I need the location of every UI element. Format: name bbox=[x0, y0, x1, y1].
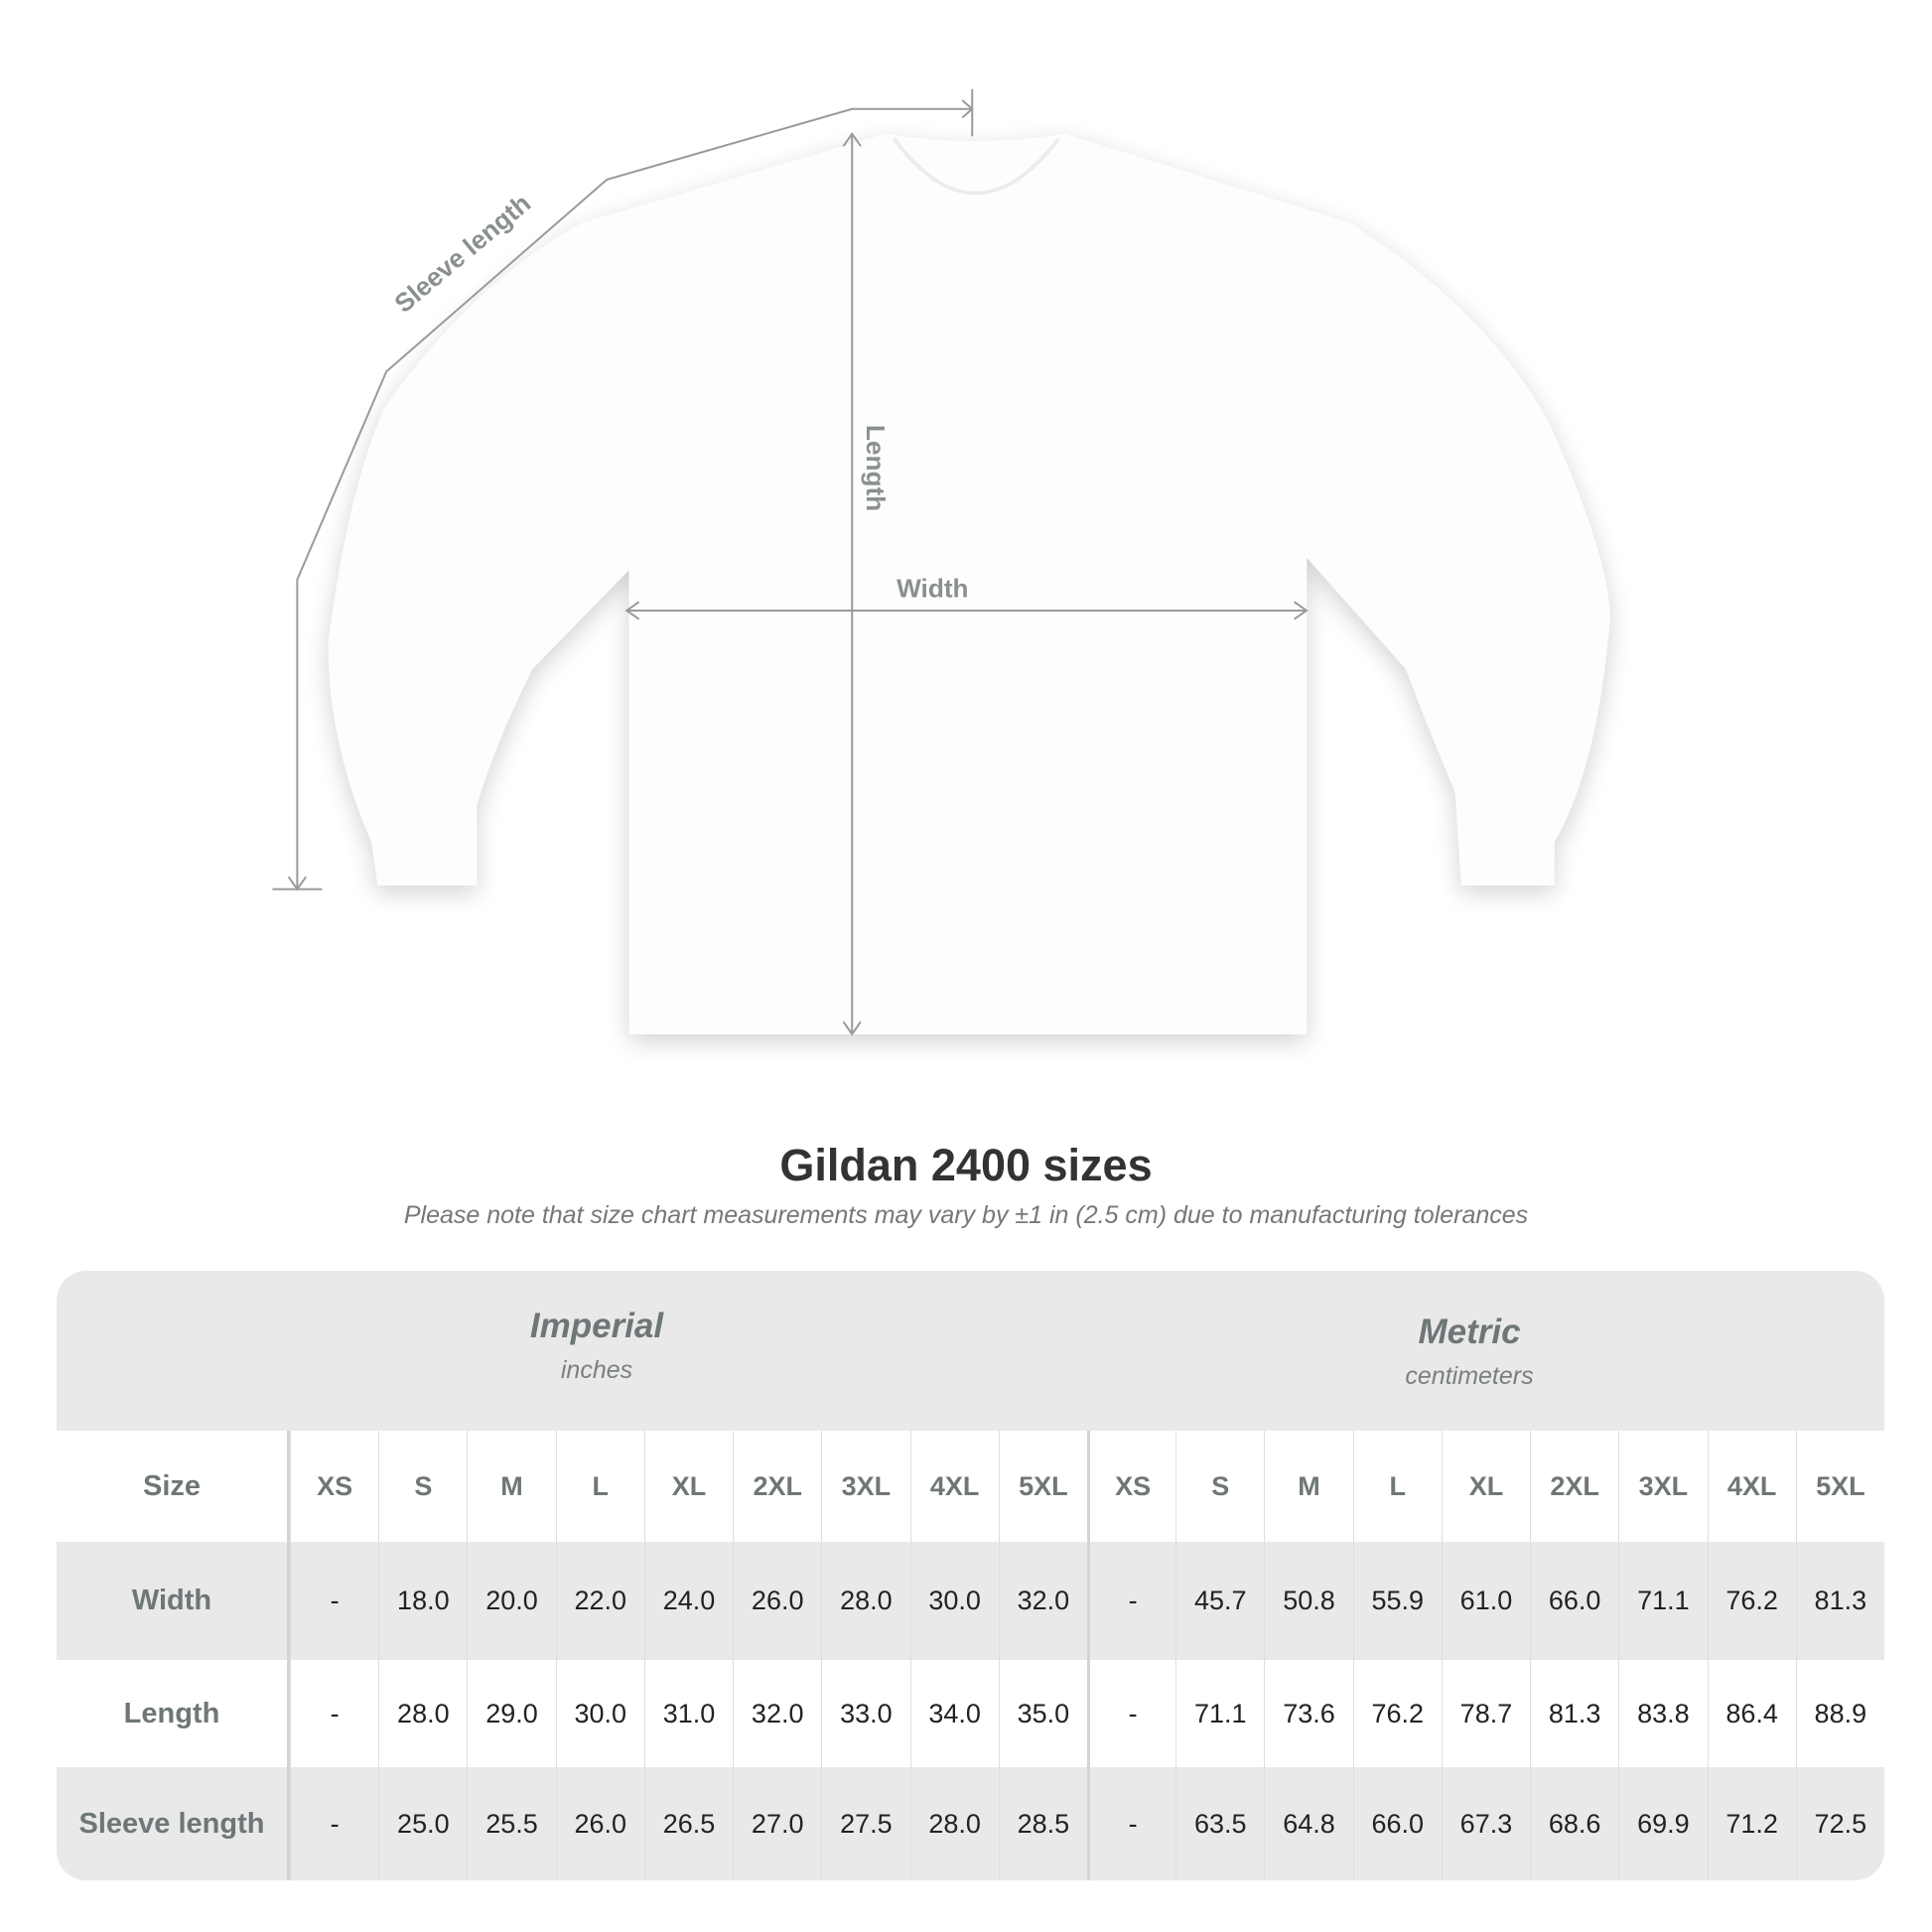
table-cell: M bbox=[467, 1431, 555, 1542]
table-cell: 68.6 bbox=[1530, 1767, 1618, 1880]
table-cell: 26.0 bbox=[555, 1767, 644, 1880]
table-cell: 63.5 bbox=[1175, 1767, 1264, 1880]
page-title: Gildan 2400 sizes bbox=[779, 1140, 1153, 1190]
width-label: Width bbox=[897, 573, 968, 603]
table-cell: 5XL bbox=[998, 1431, 1087, 1542]
metric-unit: centimeters bbox=[1405, 1362, 1534, 1390]
table-cell: - bbox=[290, 1767, 378, 1880]
table-cell: 78.7 bbox=[1441, 1660, 1530, 1767]
table-cell: 28.0 bbox=[821, 1542, 909, 1660]
table-cell: - bbox=[290, 1542, 378, 1660]
table-cell: 31.0 bbox=[643, 1660, 733, 1767]
table-cell: 71.2 bbox=[1707, 1767, 1796, 1880]
table-cell: M bbox=[1264, 1431, 1352, 1542]
table-cell: 27.5 bbox=[821, 1767, 909, 1880]
table-cell: 26.5 bbox=[643, 1767, 733, 1880]
table-cell: 33.0 bbox=[821, 1660, 909, 1767]
row-label: Width bbox=[57, 1542, 290, 1660]
table-cell: 28.5 bbox=[998, 1767, 1087, 1880]
table-cell: 24.0 bbox=[643, 1542, 733, 1660]
table-cell: 64.8 bbox=[1264, 1767, 1352, 1880]
table-cell: - bbox=[1086, 1660, 1175, 1767]
table-cell: - bbox=[290, 1660, 378, 1767]
table-cell: XS bbox=[290, 1431, 378, 1542]
table-cell: 83.8 bbox=[1618, 1660, 1707, 1767]
table-cell: 20.0 bbox=[467, 1542, 555, 1660]
table-cell: 66.0 bbox=[1530, 1542, 1618, 1660]
table-cell: L bbox=[555, 1431, 644, 1542]
table-cell: 81.3 bbox=[1795, 1542, 1884, 1660]
table-cell: 73.6 bbox=[1264, 1660, 1352, 1767]
size-header-row: Size XS S M L XL 2XL 3XL 4XL 5XL XS S M L XL 2XL 3XL 4XL 5… bbox=[57, 1431, 1884, 1542]
table-cell: 34.0 bbox=[909, 1660, 999, 1767]
table-cell: 35.0 bbox=[998, 1660, 1087, 1767]
table-cell: XL bbox=[643, 1431, 733, 1542]
table-cell: XS bbox=[1086, 1431, 1175, 1542]
long-sleeve-shirt bbox=[328, 133, 1610, 1035]
table-cell: XL bbox=[1441, 1431, 1530, 1542]
table-cell: 30.0 bbox=[909, 1542, 999, 1660]
table-cell: 28.0 bbox=[378, 1660, 467, 1767]
table-cell: S bbox=[1175, 1431, 1264, 1542]
table-cell: 86.4 bbox=[1707, 1660, 1796, 1767]
table-cell: 50.8 bbox=[1264, 1542, 1352, 1660]
table-cell: 4XL bbox=[909, 1431, 999, 1542]
metric-title: Metric bbox=[1418, 1312, 1521, 1351]
table-cell: 66.0 bbox=[1352, 1767, 1442, 1880]
table-row: Sleeve length -25.0 25.5 26.0 26.5 27.0 27.5 28… bbox=[57, 1767, 1884, 1880]
table-cell: 45.7 bbox=[1175, 1542, 1264, 1660]
table-row: Width -18.0 20.0 22.0 24.0 26.0 28.0 30.0 32.0-4… bbox=[57, 1542, 1884, 1660]
table-cell: 25.0 bbox=[378, 1767, 467, 1880]
table-cell: 2XL bbox=[1530, 1431, 1618, 1542]
metric-header: Metric centimeters bbox=[1172, 1312, 1767, 1391]
table-cell: 32.0 bbox=[998, 1542, 1087, 1660]
table-cell: 76.2 bbox=[1352, 1660, 1442, 1767]
table-cell: 4XL bbox=[1707, 1431, 1796, 1542]
table-cell: 71.1 bbox=[1175, 1660, 1264, 1767]
table-cell: 61.0 bbox=[1441, 1542, 1530, 1660]
table-cell: 28.0 bbox=[909, 1767, 999, 1880]
table-cell: 5XL bbox=[1795, 1431, 1884, 1542]
table-cell: 18.0 bbox=[378, 1542, 467, 1660]
table-cell: - bbox=[1086, 1542, 1175, 1660]
table-cell: 2XL bbox=[733, 1431, 821, 1542]
table-cell: 22.0 bbox=[555, 1542, 644, 1660]
row-label: Length bbox=[57, 1660, 290, 1767]
tolerance-note: Please note that size chart measurements… bbox=[403, 1201, 1529, 1229]
table-row: Length -28.0 29.0 30.0 31.0 32.0 33.0 34.0 35.0-… bbox=[57, 1660, 1884, 1767]
table-cell: 71.1 bbox=[1618, 1542, 1707, 1660]
table-cell: 55.9 bbox=[1352, 1542, 1442, 1660]
table-cell: - bbox=[1086, 1767, 1175, 1880]
table-cell: 27.0 bbox=[733, 1767, 821, 1880]
table-cell: 76.2 bbox=[1707, 1542, 1796, 1660]
row-label: Sleeve length bbox=[57, 1767, 290, 1880]
measurement-lines bbox=[272, 88, 1309, 1036]
table-cell: 26.0 bbox=[733, 1542, 821, 1660]
row-label: Size bbox=[57, 1431, 290, 1542]
table-cell: 29.0 bbox=[467, 1660, 555, 1767]
table-cell: 30.0 bbox=[555, 1660, 644, 1767]
table-header: Imperial inches Metric centimeters bbox=[57, 1271, 1884, 1431]
table-cell: 25.5 bbox=[467, 1767, 555, 1880]
table-cell: 88.9 bbox=[1795, 1660, 1884, 1767]
table-cell: 69.9 bbox=[1618, 1767, 1707, 1880]
length-label: Length bbox=[861, 425, 891, 511]
table-cell: 72.5 bbox=[1795, 1767, 1884, 1880]
table-cell: 3XL bbox=[1618, 1431, 1707, 1542]
table-cell: 67.3 bbox=[1441, 1767, 1530, 1880]
table-cell: S bbox=[378, 1431, 467, 1542]
size-table: Imperial inches Metric centimeters Size X… bbox=[57, 1271, 1884, 1880]
imperial-title: Imperial bbox=[529, 1307, 664, 1345]
table-cell: 3XL bbox=[821, 1431, 909, 1542]
table-cell: 32.0 bbox=[733, 1660, 821, 1767]
table-cell: L bbox=[1352, 1431, 1442, 1542]
imperial-header: Imperial inches bbox=[299, 1307, 895, 1385]
imperial-unit: inches bbox=[560, 1356, 633, 1384]
table-cell: 81.3 bbox=[1530, 1660, 1618, 1767]
